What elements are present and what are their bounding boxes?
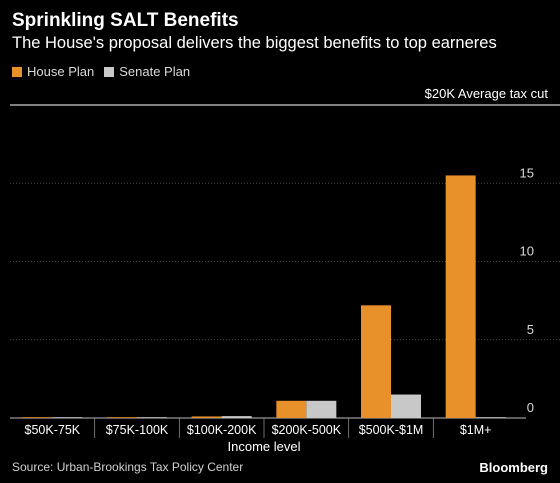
legend-swatch-house (12, 66, 22, 77)
bar-senate-plan (137, 417, 167, 418)
bar-house-plan (276, 400, 307, 418)
x-tick-label: $75K-100K (106, 423, 169, 437)
y-tick-label: 10 (520, 244, 534, 259)
bar-house-plan (191, 416, 222, 418)
x-axis-title: Income level (228, 439, 301, 454)
source-note: Source: Urban-Brookings Tax Policy Cente… (12, 460, 244, 474)
bloomberg-logo: Bloomberg (479, 460, 548, 475)
x-tick-label: $500K-$1M (359, 423, 424, 437)
y-axis-unit-label: $20K Average tax cut (424, 86, 548, 101)
legend: House Plan Senate Plan (12, 64, 200, 79)
legend-swatch-senate (104, 66, 115, 77)
y-tick-label: 0 (527, 400, 534, 415)
y-tick-label: 15 (520, 165, 534, 180)
legend-label-house: House Plan (27, 64, 95, 79)
bar-house-plan (361, 305, 391, 418)
chart-subtitle: The House's proposal delivers the bigges… (12, 34, 497, 52)
legend-item-senate: Senate Plan (104, 64, 190, 79)
bar-senate-plan (52, 417, 83, 418)
bar-senate-plan (221, 416, 252, 418)
x-tick-label: $200K-500K (272, 423, 342, 437)
bar-house-plan (445, 175, 476, 418)
legend-item-house: House Plan (12, 64, 94, 79)
chart-title: Sprinkling SALT Benefits (12, 10, 239, 31)
bar-house-plan (107, 417, 137, 418)
bar-senate-plan (475, 417, 506, 418)
bar-house-plan (22, 417, 53, 418)
bar-senate-plan (306, 400, 337, 418)
x-tick-label: $100K-200K (187, 423, 257, 437)
x-tick-label: $50K-75K (25, 423, 81, 437)
legend-label-senate: Senate Plan (119, 64, 191, 79)
bar-senate-plan (391, 394, 421, 418)
x-tick-label: $1M+ (460, 423, 492, 437)
y-tick-label: 5 (527, 322, 534, 337)
